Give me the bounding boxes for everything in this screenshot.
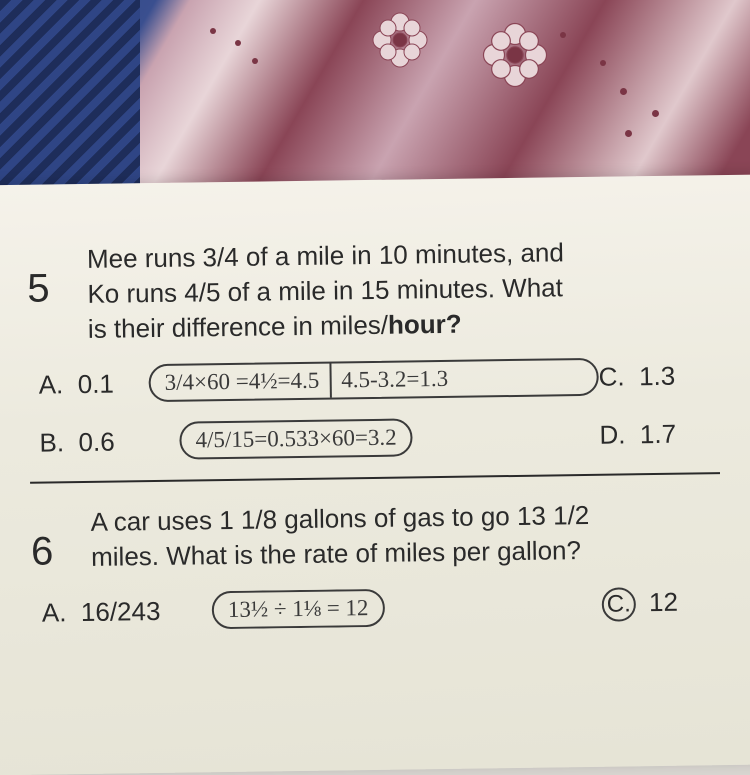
flower-decoration <box>480 20 550 95</box>
question-5: 5 Mee runs 3/4 of a mile in 10 minutes, … <box>27 233 718 348</box>
question-text: A car uses 1 1/8 gallons of gas to go 13… <box>90 496 721 575</box>
choice-a: A. 16/243 <box>42 595 202 628</box>
choice-d: D. 1.7 <box>599 418 719 451</box>
worksheet-paper: 5 Mee runs 3/4 of a mile in 10 minutes, … <box>0 175 750 775</box>
handwritten-work-3: 13½ ÷ 1⅛ = 12 <box>212 589 385 629</box>
choice-b: B. 0.6 <box>39 426 149 459</box>
circled-letter: C. <box>602 588 636 622</box>
choice-c-circled: C. 12 <box>602 587 722 623</box>
question-text: Mee runs 3/4 of a mile in 10 minutes, an… <box>87 233 718 347</box>
question-6: 6 A car uses 1 1/8 gallons of gas to go … <box>30 496 721 576</box>
question-number: 6 <box>30 505 71 576</box>
photo-background <box>0 0 750 200</box>
divider-line <box>30 472 720 484</box>
handwritten-work-1: 3/4×60 =4½=4.5 4.5-3.2=1.3 <box>148 358 598 402</box>
choice-c: C. 1.3 <box>598 360 718 393</box>
flower-decoration <box>370 10 430 75</box>
question-number: 5 <box>27 242 68 348</box>
choice-a: A. 0.1 <box>38 368 148 401</box>
handwritten-work-2: 4/5/15=0.533×60=3.2 <box>179 419 413 460</box>
q6-choices: A. 16/243 13½ ÷ 1⅛ = 12 C. 12 <box>42 585 722 632</box>
q5-choices: A. 0.1 3/4×60 =4½=4.5 4.5-3.2=1.3 C. 1.3… <box>38 356 719 461</box>
